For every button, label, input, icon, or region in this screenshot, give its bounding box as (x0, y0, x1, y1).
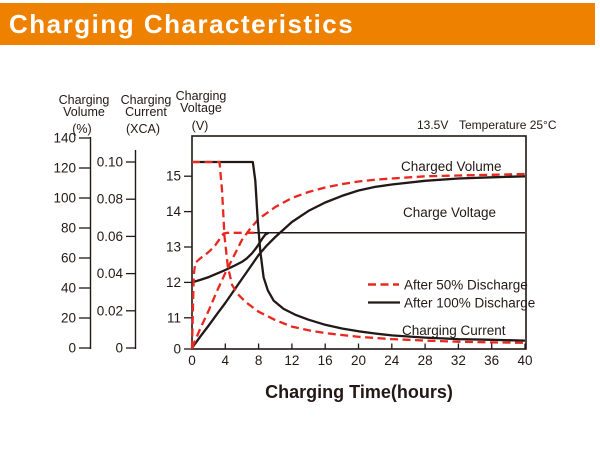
x-tick-label: 24 (384, 353, 400, 368)
series-charged-volume-after-100-discharge (191, 175, 526, 349)
voltage-tick-label: 13 (166, 240, 181, 255)
volume-tick-label: 0 (68, 341, 76, 356)
volume-tick-label: 120 (53, 161, 76, 176)
voltage-axis-unit: (V) (192, 119, 209, 133)
legend-item-after-100-discharge: After 100% Discharge (404, 296, 535, 311)
voltage-tick-label: 14 (166, 204, 182, 219)
volume-tick-label: 20 (61, 311, 76, 326)
axes-layer: 1401201008060402000.100.080.060.040.0201… (53, 131, 532, 369)
series-charge-voltage-after-100-discharge (191, 231, 270, 284)
volume-tick-label: 140 (53, 131, 76, 146)
temperature-annotation: Temperature 25°C (459, 118, 557, 132)
legend-item-after-50-discharge: After 50% Discharge (404, 278, 528, 293)
series-charging-current-after-100-discharge (192, 160, 526, 342)
voltage-tick-label: 11 (167, 310, 181, 325)
x-tick-label: 16 (318, 353, 333, 368)
current-tick-label: 0.10 (97, 155, 123, 170)
current-axis-title-line2: Current (125, 105, 167, 119)
volume-tick-label: 80 (61, 221, 76, 236)
x-tick-label: 32 (451, 353, 466, 368)
curves-layer (190, 160, 526, 350)
current-tick-label: 0.04 (97, 266, 124, 281)
charge-voltage-annotation: 13.5V (417, 118, 448, 132)
volume-tick-label: 100 (53, 191, 76, 206)
voltage-tick-label: 15 (166, 169, 181, 184)
x-tick-label: 40 (517, 353, 532, 368)
x-tick-label: 36 (484, 353, 499, 368)
charged-volume-label: Charged Volume (401, 159, 502, 174)
series-charge-voltage-after-50-discharge (190, 231, 259, 350)
voltage-tick-label: 12 (166, 275, 181, 290)
volume-axis-title-line1: Charging (59, 93, 110, 107)
x-axis-title: Charging Time(hours) (265, 382, 453, 402)
series-charged-volume-after-50-discharge (190, 172, 526, 349)
x-tick-label: 20 (351, 353, 366, 368)
header-banner: Charging Characteristics (0, 3, 595, 45)
volume-axis-title-line2: Volume (63, 105, 105, 119)
current-tick-label: 0.06 (97, 229, 123, 244)
x-tick-label: 28 (418, 353, 433, 368)
voltage-axis-title-line1: Charging (176, 89, 227, 103)
current-tick-label: 0.02 (97, 303, 123, 318)
current-tick-label: 0.08 (97, 192, 123, 207)
volume-tick-label: 40 (61, 281, 76, 296)
x-tick-label: 4 (222, 353, 230, 368)
current-axis-title-line1: Charging (121, 93, 172, 107)
current-tick-label: 0 (115, 341, 123, 356)
x-tick-label: 12 (284, 353, 299, 368)
page-title: Charging Characteristics (9, 9, 355, 39)
charging-current-label: Charging Current (402, 323, 506, 338)
x-tick-label: 8 (255, 353, 263, 368)
x-tick-label: 0 (188, 353, 196, 368)
series-charging-current-after-50-discharge (192, 160, 526, 344)
current-axis-unit: (XCA) (126, 122, 160, 136)
voltage-axis-title-line2: Voltage (180, 101, 222, 115)
volume-tick-label: 60 (61, 251, 76, 266)
volume-axis-unit: (%) (72, 122, 91, 136)
charge-voltage-label: Charge Voltage (403, 205, 496, 220)
voltage-tick-label: 0 (173, 342, 181, 357)
